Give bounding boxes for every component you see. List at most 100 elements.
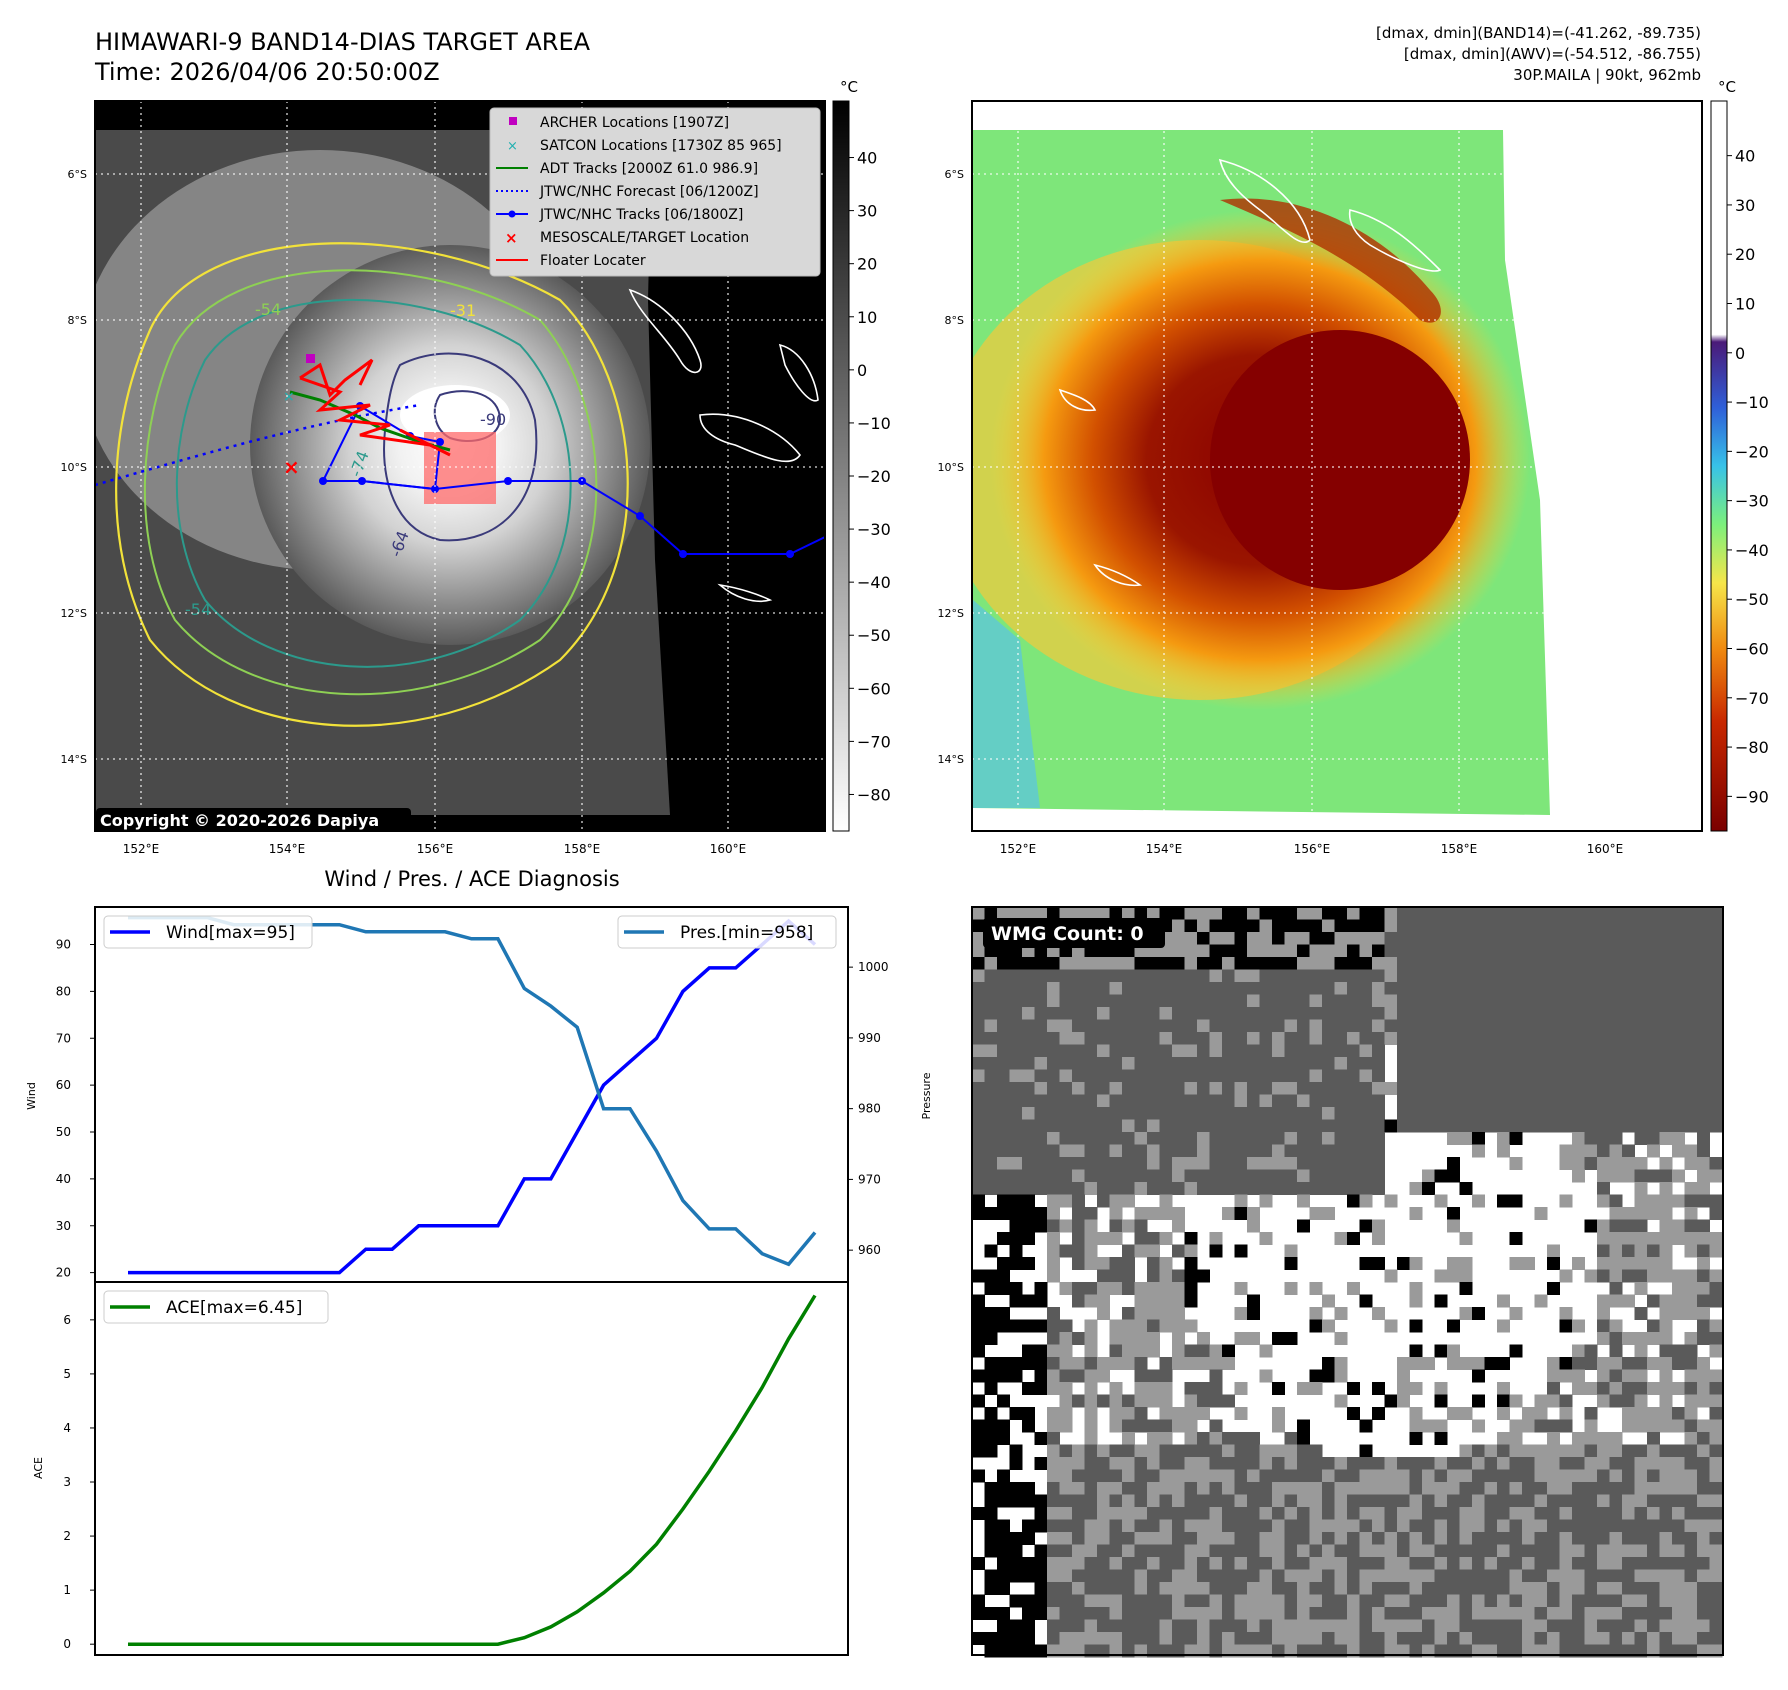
wmg-cell xyxy=(1234,1507,1248,1520)
wmg-cell xyxy=(1209,1082,1223,1095)
wmg-cell xyxy=(1284,1019,1298,1033)
wmg-cell xyxy=(1072,969,1085,983)
wmg-cell xyxy=(1672,994,1685,1008)
wmg-cell xyxy=(1622,1107,1635,1120)
wmg-cell xyxy=(1497,1032,1510,1045)
wmg-cell xyxy=(1384,1482,1398,1495)
wmg-cell xyxy=(1634,1394,1648,1408)
wmg-cell xyxy=(1047,1169,1060,1183)
wmg-cell xyxy=(1197,1094,1210,1108)
wmg-cell xyxy=(1397,1582,1410,1595)
wmg-cell xyxy=(1609,1594,1623,1608)
wmg-cell xyxy=(1159,1419,1173,1433)
wmg-cell xyxy=(1372,1457,1385,1470)
wmg-cell xyxy=(1084,1144,1098,1158)
wmg-cell xyxy=(1084,1319,1098,1333)
lat-tick-label: 10°S xyxy=(938,461,964,474)
wmg-cell xyxy=(1659,1394,1673,1408)
wmg-cell xyxy=(1109,1169,1123,1183)
wmg-cell xyxy=(1272,1594,1285,1608)
wmg-cell xyxy=(1184,1482,1198,1495)
wmg-cell xyxy=(1572,1357,1585,1370)
wmg-cell xyxy=(1097,1107,1110,1120)
wmg-cell xyxy=(1622,1257,1635,1270)
wmg-cell xyxy=(1209,1007,1223,1020)
wmg-cell xyxy=(1534,1032,1548,1045)
wmg-cell xyxy=(1372,1407,1385,1420)
wmg-cell xyxy=(1659,1457,1673,1470)
wmg-cell xyxy=(1134,1444,1148,1458)
wmg-cell xyxy=(1709,969,1723,983)
wmg-cell xyxy=(1647,907,1660,920)
wmg-cell xyxy=(1159,1232,1173,1245)
wmg-cell xyxy=(1547,1007,1560,1020)
figure-title-line1: HIMAWARI-9 BAND14-DIAS TARGET AREA xyxy=(95,28,591,56)
wmg-cell xyxy=(1472,1082,1485,1095)
wmg-cell xyxy=(1284,1507,1298,1520)
wmg-cell xyxy=(1322,1507,1335,1520)
wmg-cell xyxy=(1109,1419,1123,1433)
wmg-cell xyxy=(1234,957,1248,970)
wmg-cell xyxy=(1097,1132,1110,1145)
storm-info-text: 30P.MAILA | 90kt, 962mb xyxy=(1513,66,1701,84)
wmg-cell xyxy=(1097,1282,1110,1295)
wmg-cell xyxy=(1497,907,1510,920)
dmax-awv-text: [dmax, dmin](AWV)=(-54.512, -86.755) xyxy=(1404,45,1701,63)
legend-label: Floater Locater xyxy=(540,253,646,269)
wmg-cell xyxy=(1334,1457,1348,1470)
wmg-cell xyxy=(1109,1332,1123,1345)
colorbar-tick-label: −50 xyxy=(1735,590,1769,609)
wmg-cell xyxy=(1047,1257,1060,1270)
awv-map-panel: 6°S 8°S 10°S 12°S 14°S 152°E 154°E 156°E… xyxy=(938,100,1703,856)
wmg-cell xyxy=(1584,932,1598,945)
wmg-cell xyxy=(1222,1532,1235,1545)
wmg-cell xyxy=(1109,1544,1123,1558)
wmg-cell xyxy=(1059,1607,1073,1620)
wmg-cell xyxy=(1084,1007,1098,1020)
wmg-cell xyxy=(1572,1544,1585,1558)
wmg-cell xyxy=(1022,1032,1035,1045)
wmg-cell xyxy=(972,1469,985,1483)
wmg-cell xyxy=(1472,1444,1485,1458)
wind-tick-label: 20 xyxy=(56,1266,71,1280)
wmg-cell xyxy=(984,1519,998,1533)
wmg-cell xyxy=(1497,1457,1510,1470)
wmg-cell xyxy=(984,982,998,995)
wmg-cell xyxy=(1172,907,1185,920)
wmg-cell xyxy=(1272,1057,1285,1070)
wmg-cell xyxy=(1322,1207,1335,1220)
wind-tick-label: 50 xyxy=(56,1125,71,1139)
wmg-cell xyxy=(1334,1182,1348,1195)
wmg-cell xyxy=(1297,1432,1310,1445)
wmg-cell xyxy=(1559,1544,1573,1558)
lat-tick-label: 8°S xyxy=(68,314,87,327)
ace-series-line xyxy=(128,1294,817,1646)
wmg-cell xyxy=(1559,932,1573,945)
wmg-cell xyxy=(1447,994,1460,1008)
wmg-cell xyxy=(1609,1582,1623,1595)
wmg-cell xyxy=(1072,1557,1085,1570)
wmg-cell xyxy=(1247,932,1260,945)
wmg-cell xyxy=(1134,1619,1148,1633)
wmg-cell xyxy=(1372,1144,1385,1158)
wmg-cell xyxy=(1484,1119,1498,1133)
wmg-cell xyxy=(1597,1057,1610,1070)
wmg-cell xyxy=(1709,1232,1723,1245)
wmg-cell xyxy=(1597,1457,1610,1470)
wmg-cell xyxy=(1284,1032,1298,1045)
wmg-cell xyxy=(1372,1469,1385,1483)
wmg-cell xyxy=(1184,1457,1198,1470)
wmg-cell xyxy=(1122,1407,1135,1420)
wmg-cell xyxy=(1659,1032,1673,1045)
wmg-cell xyxy=(1397,932,1410,945)
wmg-cell xyxy=(1047,1194,1060,1208)
colorbar-tick-label: 0 xyxy=(1735,344,1745,363)
wmg-cell xyxy=(1259,1494,1273,1508)
wmg-cell xyxy=(1284,1244,1298,1258)
wmg-cell xyxy=(1434,1382,1448,1395)
wmg-cell xyxy=(1409,944,1423,958)
wmg-cell xyxy=(1509,1082,1523,1095)
wmg-cell xyxy=(1297,1619,1310,1633)
